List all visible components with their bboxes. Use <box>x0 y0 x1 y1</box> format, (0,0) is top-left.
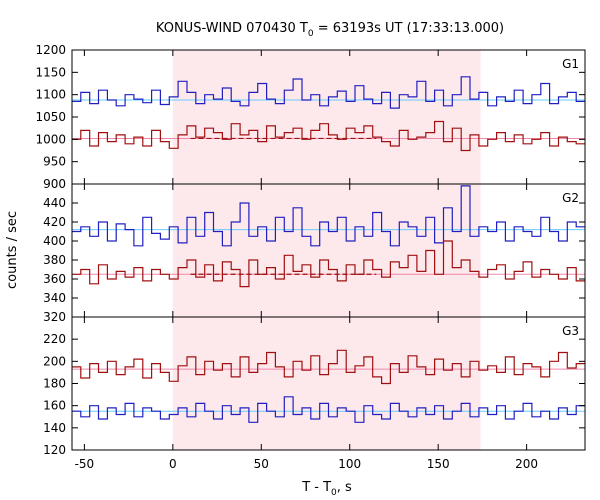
series-line-upper <box>72 349 585 385</box>
x-tick-label: -50 <box>75 457 95 471</box>
x-tick-label: 50 <box>254 457 269 471</box>
y-tick-label: 1100 <box>35 88 66 102</box>
y-tick-label: 360 <box>43 272 66 286</box>
series-line-lower <box>72 120 585 152</box>
panel-label: G1 <box>562 57 579 71</box>
x-tick-label: 100 <box>338 457 361 471</box>
y-tick-label: 900 <box>43 177 66 191</box>
y-tick-label: 160 <box>43 399 66 413</box>
y-tick-label: 180 <box>43 377 66 391</box>
y-tick-label: 1150 <box>35 65 66 79</box>
panel-g3: 120 140 160 180 200 220 -50 0 50 100 150 200 G3 <box>43 316 586 471</box>
chart-title: KONUS-WIND 070430 T0 = 63193s UT (17:33:… <box>156 21 504 39</box>
highlight-interval <box>172 317 481 450</box>
panel-g2: 320 340 360 380 400 420 440 G2 <box>43 183 586 324</box>
y-axis-label: counts / sec <box>5 211 20 289</box>
panel-g1: 900 950 1000 1050 1100 1150 1200 G1 <box>35 43 586 191</box>
y-tick-label: 120 <box>43 443 66 457</box>
y-tick-label: 140 <box>43 421 66 435</box>
x-axis-label-tail: , s <box>337 480 352 495</box>
y-tick-label: 220 <box>43 332 66 346</box>
x-tick-label: 0 <box>169 457 177 471</box>
panel-label: G3 <box>562 324 579 338</box>
y-tick-label: 950 <box>43 155 66 169</box>
y-tick-label: 320 <box>43 310 66 324</box>
y-tick-label: 1000 <box>35 132 66 146</box>
y-tick-label: 1200 <box>35 43 66 57</box>
chart-title-prefix: KONUS-WIND 070430 T <box>156 21 308 36</box>
panels-group: 90095010001050110011501200G1320340360380… <box>35 43 586 471</box>
panel-label: G2 <box>562 191 579 205</box>
y-tick-label: 200 <box>43 354 66 368</box>
series-line-upper <box>72 185 585 247</box>
y-tick-label: 420 <box>43 215 66 229</box>
chart-title-subscript: 0 <box>308 29 314 39</box>
y-tick-label: 1050 <box>35 110 66 124</box>
chart-title-suffix: = 63193s UT (17:33:13.000) <box>314 21 504 36</box>
y-tick-label: 340 <box>43 291 66 305</box>
series-line-lower <box>72 396 585 423</box>
x-axis-label-main: T - T <box>301 480 331 495</box>
series-line-lower <box>72 240 585 288</box>
x-axis-label-subscript: 0 <box>331 488 337 498</box>
y-tick-label: 400 <box>43 234 66 248</box>
highlight-interval <box>172 50 481 184</box>
series-line-upper <box>72 76 585 109</box>
y-tick-label: 380 <box>43 253 66 267</box>
y-tick-label: 440 <box>43 196 66 210</box>
x-tick-label: 200 <box>515 457 538 471</box>
x-axis-label: T - T0, s <box>301 480 352 498</box>
x-tick-label: 150 <box>427 457 450 471</box>
